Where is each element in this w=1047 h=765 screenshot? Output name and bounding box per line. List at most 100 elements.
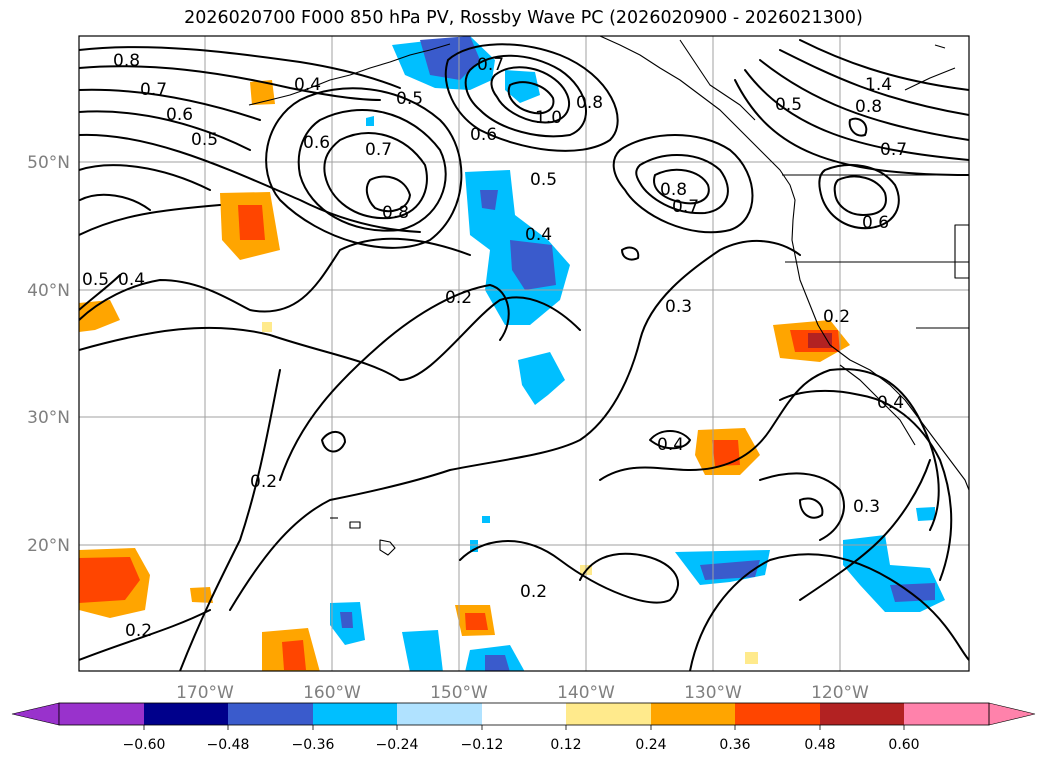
anomaly-blob — [79, 300, 120, 332]
anomaly-blob — [505, 70, 540, 103]
contour-label: 0.4 — [525, 225, 552, 245]
colorbar-tick-label: −0.60 — [123, 737, 166, 753]
contour-label: 0.4 — [657, 435, 684, 455]
colorbar-segment — [228, 703, 313, 725]
contour-label: 0.7 — [477, 55, 504, 75]
colorbar-segment — [566, 703, 651, 725]
colorbar-low-extension — [11, 702, 60, 726]
anomaly-blob — [916, 507, 935, 521]
pv-contours — [79, 39, 969, 671]
lon-label: 130°W — [684, 683, 742, 703]
colorbar-tick-marks — [143, 725, 905, 730]
contour-label: 0.5 — [396, 89, 423, 109]
anomaly-blob — [890, 583, 935, 602]
contour-label: 0.5 — [530, 170, 557, 190]
contour-label: 0.8 — [113, 51, 140, 71]
contour-label: 0.6 — [862, 213, 889, 233]
contour-label: 0.6 — [303, 133, 330, 153]
map-area: 0.8 0.7 0.6 0.5 0.4 0.5 0.7 1.0 0.8 0.6 … — [79, 36, 969, 671]
contour-label: 0.5 — [775, 95, 802, 115]
contour-label: 0.8 — [855, 97, 882, 117]
contour-label: 0.4 — [877, 393, 904, 413]
coastlines — [248, 36, 969, 556]
contour-label: 1.4 — [865, 75, 892, 95]
contour-label: 0.3 — [665, 297, 692, 317]
contour-label: 0.4 — [294, 75, 321, 95]
contour-label: 0.2 — [445, 288, 472, 308]
anomaly-blob — [510, 240, 556, 290]
colorbar-tick-label: 0.24 — [635, 737, 666, 753]
lon-label: 120°W — [811, 683, 869, 703]
anomaly-blob — [745, 652, 758, 664]
contour-label: 0.8 — [382, 203, 409, 223]
lat-label: 40°N — [27, 281, 70, 301]
lon-label: 170°W — [176, 683, 234, 703]
lon-label: 140°W — [557, 683, 615, 703]
colorbar-frame — [58, 702, 990, 726]
positive-anomalies — [79, 80, 850, 671]
contour-labels: 0.8 0.7 0.6 0.5 0.4 0.5 0.7 1.0 0.8 0.6 … — [82, 51, 907, 641]
anomaly-blob — [402, 630, 443, 671]
contour-label: 0.7 — [880, 140, 907, 160]
anomaly-blob — [282, 640, 306, 670]
contour-label: 0.2 — [823, 307, 850, 327]
colorbar-segment — [59, 703, 144, 725]
latitude-labels: 50°N 40°N 30°N 20°N — [27, 153, 70, 556]
anomaly-blob — [808, 333, 832, 348]
anomaly-blob — [712, 440, 740, 466]
anomaly-blob — [238, 205, 265, 240]
lon-label: 150°W — [430, 683, 488, 703]
contour-label: 0.7 — [672, 197, 699, 217]
contour-label: 0.6 — [166, 105, 193, 125]
contour-label: 0.2 — [250, 472, 277, 492]
contour-label: 0.6 — [470, 125, 497, 145]
lat-label: 20°N — [27, 536, 70, 556]
colorbar-tick-label: −0.24 — [376, 737, 419, 753]
longitude-labels: 170°W 160°W 150°W 140°W 130°W 120°W — [176, 683, 869, 703]
lat-label: 50°N — [27, 153, 70, 173]
anomaly-blob — [190, 587, 213, 603]
colorbar-high-extension — [988, 702, 1036, 726]
colorbar-tick-label: 0.48 — [804, 737, 835, 753]
contour-label: 0.8 — [660, 180, 687, 200]
anomaly-blob — [843, 535, 945, 612]
colorbar-segment — [313, 703, 397, 725]
contour-label: 0.4 — [118, 270, 145, 290]
colorbar: −0.60 −0.48 −0.36 −0.24 −0.12 0.12 0.24 … — [11, 702, 1036, 753]
map-frame — [78, 35, 970, 672]
colorbar-segment — [397, 703, 482, 725]
anomaly-blob — [465, 613, 488, 630]
colorbar-segment — [144, 703, 228, 725]
colorbar-tick-label: −0.48 — [207, 737, 250, 753]
negative-anomalies — [330, 36, 945, 671]
contour-label: 0.5 — [191, 130, 218, 150]
anomaly-blob — [482, 516, 490, 523]
contour-label: 0.2 — [125, 621, 152, 641]
colorbar-tick-label: −0.12 — [461, 737, 504, 753]
contour-label: 0.3 — [853, 497, 880, 517]
contour-label: 0.5 — [82, 270, 109, 290]
lon-label: 160°W — [303, 683, 361, 703]
colorbar-segment — [735, 703, 820, 725]
anomaly-blob — [518, 352, 565, 405]
anomaly-blob — [79, 557, 140, 603]
anomaly-blob — [250, 80, 275, 105]
anomaly-blob — [366, 116, 374, 126]
map-title: 2026020700 F000 850 hPa PV, Rossby Wave … — [184, 8, 863, 28]
contour-label: 0.7 — [140, 80, 167, 100]
colorbar-tick-label: 0.60 — [888, 737, 919, 753]
contour-label: 1.0 — [535, 108, 562, 128]
anomaly-blob — [340, 612, 353, 628]
contour-label: 0.8 — [576, 93, 603, 113]
anomaly-blob — [262, 322, 272, 332]
colorbar-segment — [482, 703, 566, 725]
anomaly-blob — [480, 190, 498, 210]
colorbar-tick-label: −0.36 — [292, 737, 335, 753]
contour-label: 0.2 — [520, 582, 547, 602]
colorbar-tick-label: 0.36 — [719, 737, 750, 753]
colorbar-segment — [904, 703, 989, 725]
contour-label: 0.7 — [365, 140, 392, 160]
anomaly-blob — [485, 655, 510, 671]
colorbar-tick-label: 0.12 — [550, 737, 581, 753]
